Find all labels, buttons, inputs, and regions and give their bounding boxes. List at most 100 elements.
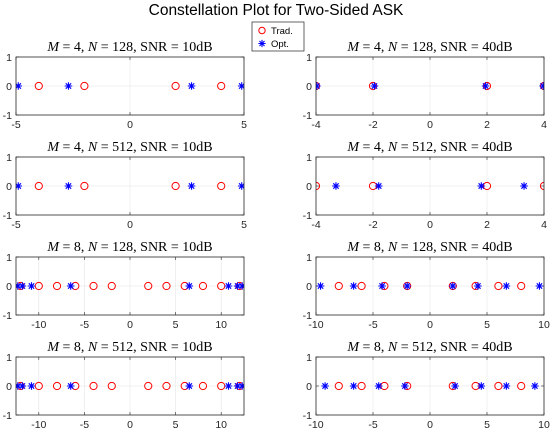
x-tick-label: 2 <box>484 119 490 131</box>
trad-point <box>217 81 226 91</box>
subplot-title-m-symbol: M <box>346 340 360 355</box>
y-tick-label: -1 <box>3 310 12 322</box>
x-tick-label: 0 <box>127 419 133 431</box>
trad-point <box>357 381 366 391</box>
subplot-5: M = 8, N = 128, SNR = 10dB-10 -5 0 5 10-101 <box>3 240 261 331</box>
opt-point <box>477 382 486 390</box>
opt-point <box>224 282 233 290</box>
trad-point <box>254 282 261 289</box>
y-tick-label: -1 <box>3 110 12 122</box>
x-tick-label: -5 <box>80 319 89 331</box>
subplot-4: M = 4, N = 512, SNR = 40dB -4 -2 0 2 4 -1 0 1 <box>303 140 547 231</box>
x-tick-label: -4 <box>311 119 320 131</box>
x-tick-label: 0 <box>127 119 133 131</box>
opt-point <box>448 282 457 290</box>
subplot-title-m-symbol: M <box>346 240 360 255</box>
opt-point <box>502 282 511 290</box>
opt-point <box>185 382 194 390</box>
trad-point <box>517 281 526 291</box>
subplot-title-part: = 512, SNR = 40dB <box>397 340 512 355</box>
x-tick-label: 0 <box>427 319 433 331</box>
subplot-title-part: = 8, <box>59 240 88 255</box>
opt-point <box>16 282 22 290</box>
opt-point <box>374 182 383 190</box>
x-tick-label: 4 <box>541 119 547 131</box>
x-tick-label: 10 <box>215 319 227 331</box>
opt-point <box>18 282 27 290</box>
opt-point <box>224 382 233 390</box>
axis-frame <box>315 156 545 216</box>
data-markers <box>16 81 244 91</box>
y-tick-label: 0 <box>306 281 312 293</box>
opt-point <box>66 282 75 290</box>
trad-point <box>144 381 153 391</box>
x-tick-label: -10 <box>308 319 323 331</box>
opt-point <box>349 282 358 290</box>
axis-frame <box>315 56 545 116</box>
opt-point <box>321 382 329 390</box>
trad-point <box>171 181 180 191</box>
x-tick-label: 5 <box>241 219 247 231</box>
x-tick-label: 0 <box>127 219 133 231</box>
opt-point <box>238 382 244 390</box>
y-tick-label: 1 <box>6 52 12 64</box>
opt-point <box>374 382 383 390</box>
opt-point <box>187 82 196 90</box>
opt-point <box>349 382 358 390</box>
subplot-1: M = 4, N = 128, SNR = 10dB -5 0 5 -1 0 1 <box>3 40 247 131</box>
data-markers <box>316 281 544 291</box>
opt-point <box>16 182 23 190</box>
subplot-title-part: = 4, <box>59 40 88 55</box>
opt-point <box>477 182 486 190</box>
x-tick-label: 5 <box>173 419 179 431</box>
trad-point <box>89 281 98 291</box>
y-tick-label: 1 <box>306 52 312 64</box>
legend-box <box>251 21 305 52</box>
x-tick-label: 0 <box>427 219 433 231</box>
subplot-title-n-symbol: N <box>387 240 398 255</box>
x-tick-label: 10 <box>215 419 227 431</box>
trad-point <box>0 382 6 389</box>
data-markers <box>16 281 261 291</box>
opt-point <box>520 182 528 190</box>
subplot-title-n-symbol: N <box>387 140 398 155</box>
subplot-6: M = 8, N = 128, SNR = 40dB-10 -5 0 5 10-101 <box>303 240 550 331</box>
axis-frame <box>15 56 245 116</box>
subplot-title-part: = 8, <box>359 240 388 255</box>
y-tick-label: 0 <box>306 381 312 393</box>
y-tick-label: -1 <box>303 110 312 122</box>
subplot-title-part: = 512, SNR = 10dB <box>97 340 212 355</box>
subplot-title-m-symbol: M <box>346 140 360 155</box>
y-tick-label: 0 <box>6 81 12 93</box>
trad-point <box>494 381 503 391</box>
trad-point <box>539 181 544 191</box>
subplot-title: M = 8, N = 512, SNR = 10dB <box>46 340 212 355</box>
x-tick-label: 5 <box>173 319 179 331</box>
opt-point <box>237 182 244 190</box>
y-tick-label: 0 <box>6 381 12 393</box>
subplot-3: M = 4, N = 512, SNR = 10dB -5 0 5 -1 0 1 <box>3 140 247 231</box>
x-tick-label: -10 <box>31 419 46 431</box>
subplot-title: M = 4, N = 512, SNR = 10dB <box>46 140 212 155</box>
x-tick-label: 0 <box>127 319 133 331</box>
data-markers <box>16 181 244 191</box>
subplot-title-part: = 128, SNR = 40dB <box>397 240 512 255</box>
x-tick-label: -10 <box>31 319 46 331</box>
opt-point <box>238 282 244 290</box>
subplot-2: M = 4, N = 128, SNR = 40dB -4 -2 0 2 4 -1 0 1 <box>303 40 547 131</box>
subplot-title: M = 4, N = 128, SNR = 10dB <box>46 40 212 55</box>
y-tick-label: 0 <box>306 181 312 193</box>
legend-circle-marker <box>258 26 266 35</box>
opt-point <box>316 282 325 290</box>
y-tick-label: 1 <box>6 252 12 264</box>
trad-point <box>80 181 89 191</box>
x-tick-label: 5 <box>484 319 490 331</box>
subplot-title-n-symbol: N <box>87 340 98 355</box>
data-markers <box>316 181 544 191</box>
y-tick-label: -1 <box>3 210 12 222</box>
trad-point <box>334 281 343 291</box>
legend-star-glyph <box>258 39 266 48</box>
opt-point <box>370 82 379 90</box>
subplot-title-n-symbol: N <box>387 340 398 355</box>
